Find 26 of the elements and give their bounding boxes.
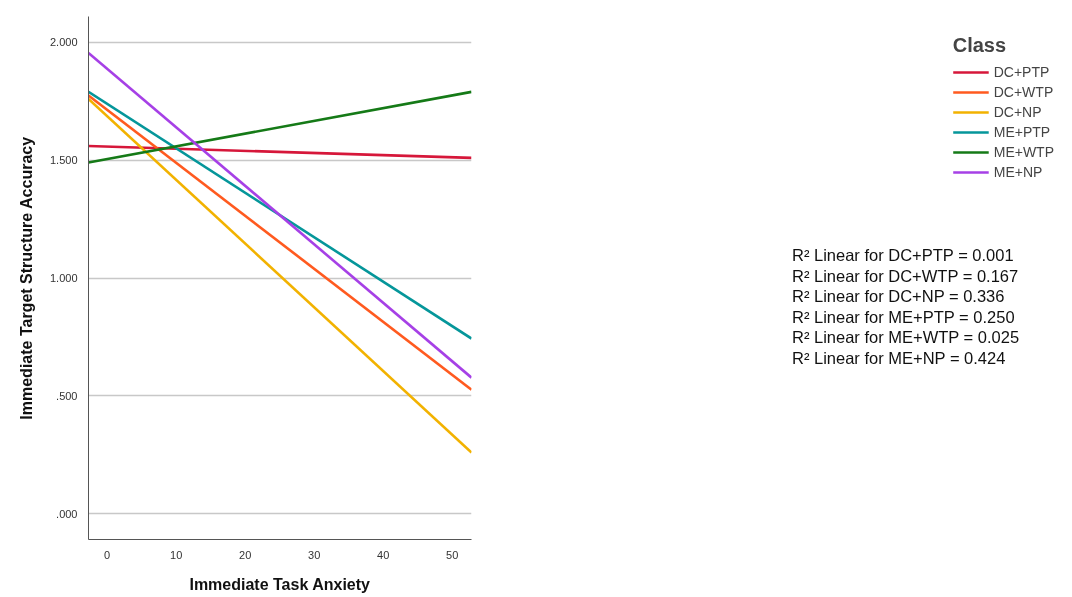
x-tick-label: 30 — [308, 548, 321, 561]
text: R² Linear for ME+WTP = 0.025 — [792, 328, 1020, 346]
y-tick-label: 2.000 — [49, 36, 78, 49]
legend-label: DC+WTP — [993, 84, 1054, 100]
legend-label: ME+PTP — [993, 124, 1051, 140]
legend-label: ME+NP — [993, 164, 1043, 180]
text: R² Linear for DC+WTP = 0.167 — [792, 266, 1019, 285]
text: R² Linear for DC+NP = 0.336 — [792, 287, 1005, 305]
x-tick-label: 10 — [170, 548, 183, 561]
y-axis-title: Immediate Target Structure Accuracy — [17, 136, 35, 420]
legend-label: ME+WTP — [993, 144, 1054, 160]
text: R² Linear for ME+PTP = 0.250 — [792, 307, 1015, 326]
y-tick-label: 1.500 — [49, 154, 78, 167]
legend-label: DC+NP — [993, 104, 1042, 120]
text: R² Linear for DC+PTP = 0.001 — [792, 246, 1014, 264]
x-tick-label: 20 — [239, 548, 252, 561]
text: R² Linear for ME+NP = 0.424 — [792, 348, 1006, 367]
x-tick-label: 0 — [104, 548, 111, 561]
legend-label: DC+PTP — [993, 64, 1050, 80]
x-tick-label: 50 — [446, 548, 459, 561]
x-axis-title: Immediate Task Anxiety — [189, 575, 371, 593]
legend-title: Class — [952, 34, 1008, 57]
x-tick-label: 40 — [377, 548, 390, 561]
y-tick-label: .500 — [56, 389, 78, 402]
y-tick-label: .000 — [56, 507, 78, 520]
y-tick-label: 1.000 — [49, 272, 78, 284]
